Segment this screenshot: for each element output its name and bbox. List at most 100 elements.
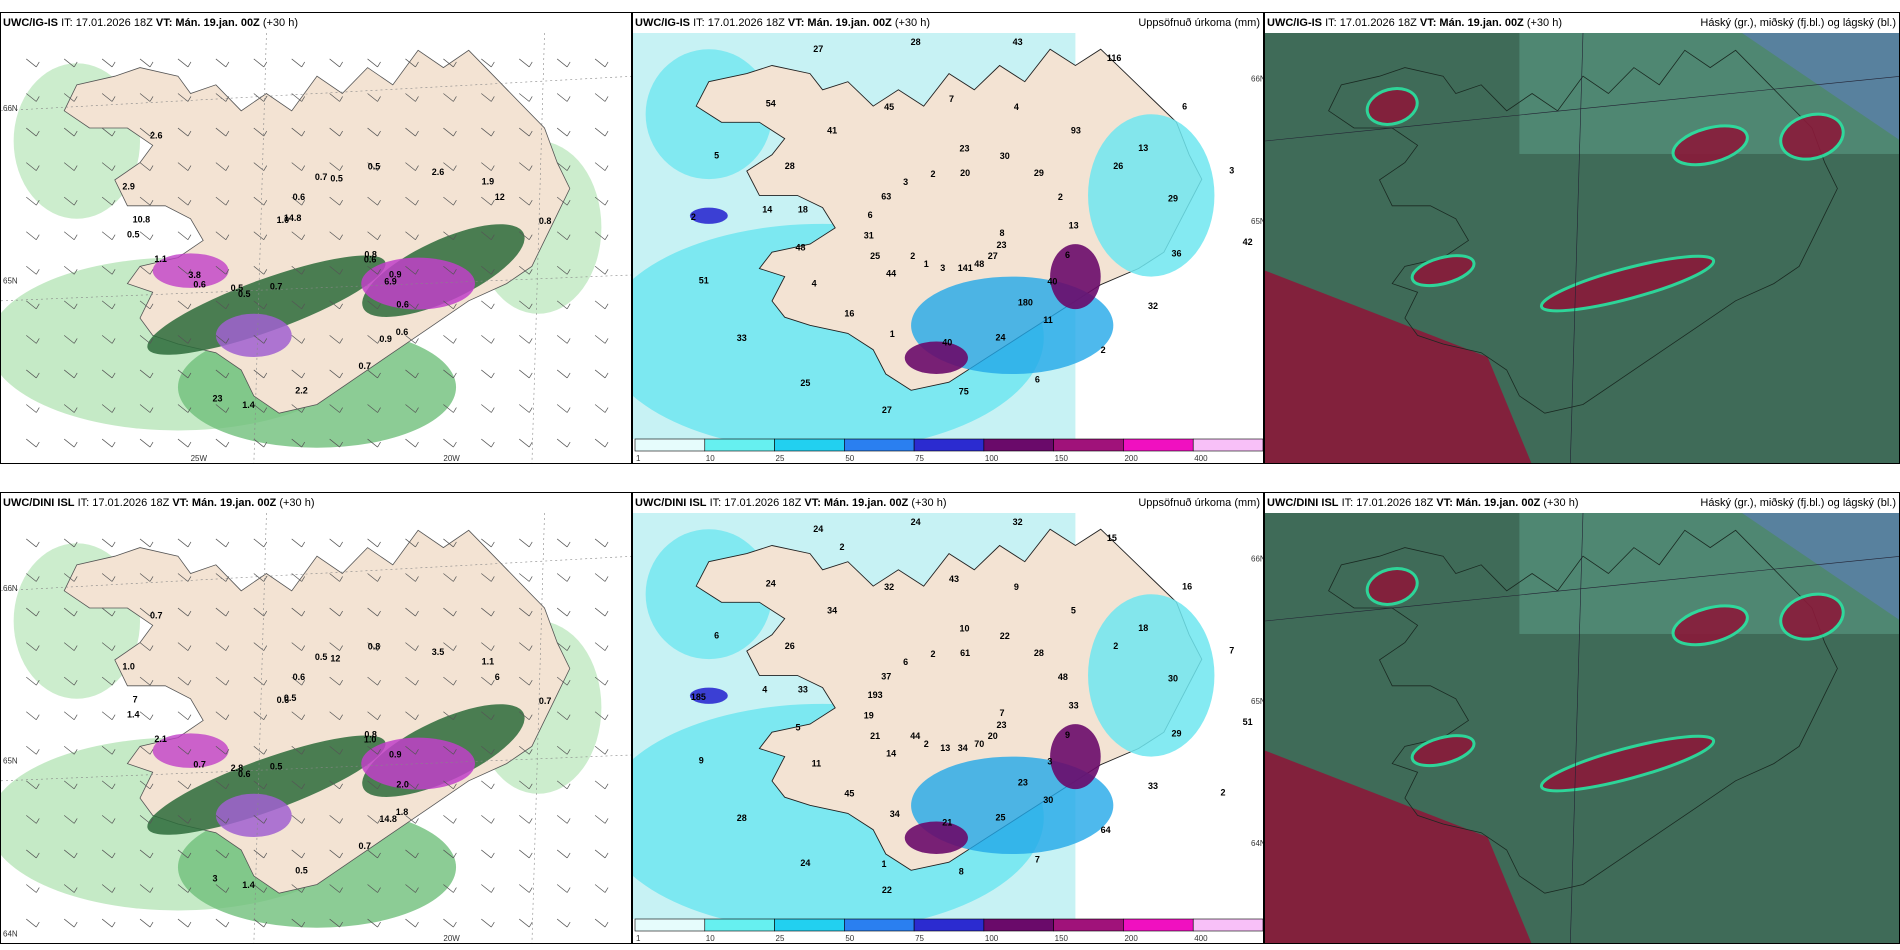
- wind-barb: [63, 573, 78, 582]
- precip-value-label: 0.6: [293, 672, 306, 682]
- precip-value-label: 14.8: [379, 814, 397, 824]
- precip-value-label: 1: [882, 859, 887, 869]
- wind-barb: [405, 746, 419, 755]
- precip-value-label: 193: [868, 690, 883, 700]
- wind-barb: [177, 884, 192, 893]
- precip-value-label: 37: [881, 671, 891, 681]
- precip-value-label: 24: [996, 332, 1006, 342]
- wind-barb: [519, 849, 533, 859]
- wind-barb: [329, 918, 343, 928]
- wind-barb: [367, 815, 381, 824]
- wind-barb: [26, 162, 40, 171]
- colorbar-swatch: [774, 918, 845, 932]
- precip-value-label: 180: [1018, 298, 1033, 308]
- wind-barb: [367, 711, 381, 720]
- wind-barb: [519, 573, 533, 582]
- iceland-landmass: [695, 528, 1203, 871]
- wind-barb: [253, 573, 268, 582]
- wind-barb: [63, 538, 78, 548]
- wind-barb: [556, 196, 571, 206]
- wind-barb: [63, 58, 78, 68]
- wind-barb: [177, 300, 192, 310]
- wind-barb: [215, 780, 230, 790]
- precip-value-label: 7: [133, 695, 138, 705]
- wind-barb: [519, 300, 533, 310]
- wind-barb: [405, 58, 419, 68]
- wind-barb: [215, 676, 230, 686]
- wind-barb: [367, 196, 381, 206]
- high-cloud-area: [1265, 270, 1532, 463]
- wind-precip-map: 0.8 0.5 0.7 0.6 0.5 1.9 1.4 1.0 0.9 0.6 0.5 0.7 2.9 0…: [1, 33, 631, 463]
- wind-barb: [594, 711, 609, 720]
- wind-barb: [63, 93, 78, 102]
- panel-subtitle: Uppsöfnuð úrkoma (mm): [1138, 17, 1260, 29]
- wind-barb: [215, 162, 230, 171]
- precip-value-label: 0.5: [284, 693, 297, 703]
- wind-barb: [291, 607, 306, 617]
- wind-barb: [253, 404, 268, 413]
- wind-barb: [405, 162, 419, 171]
- wind-barb: [443, 127, 457, 137]
- wind-barb: [101, 815, 116, 824]
- wind-barb: [101, 404, 116, 413]
- wind-barb: [101, 127, 116, 137]
- precip-value-label: 6: [495, 672, 500, 682]
- wind-barb: [519, 231, 533, 240]
- wind-barb: [519, 369, 533, 379]
- precip-value-label: 15: [1107, 533, 1117, 543]
- precip-value-label: 5: [714, 151, 719, 161]
- wind-barb: [329, 538, 343, 548]
- wind-barb: [101, 266, 116, 275]
- panel-subtitle: Uppsöfnuð úrkoma (mm): [1138, 497, 1260, 509]
- precip-value-label: 41: [827, 125, 837, 135]
- wind-barb: [519, 196, 533, 206]
- precip-value-label: 1.4: [127, 709, 140, 719]
- wind-barb: [177, 127, 192, 137]
- wind-barb: [253, 162, 268, 171]
- panel-igis-clouds: UWC/IG-IS IT: 17.01.2026 18Z VT: Mán. 19…: [1264, 12, 1900, 464]
- wind-barb: [291, 780, 306, 790]
- precip-value-label: 28: [1034, 648, 1044, 658]
- wind-barb: [594, 607, 609, 617]
- precip-value-label: 1.1: [482, 657, 495, 667]
- latitude-line: [1265, 556, 1899, 622]
- panel-title: UWC/DINI ISL IT: 17.01.2026 18Z VT: Mán.…: [1265, 493, 1899, 513]
- precip-value-label: 0.7: [193, 759, 206, 769]
- wind-barb: [291, 711, 306, 720]
- precip-value-label: 75: [959, 386, 969, 396]
- precip-value-label: 64: [1101, 825, 1111, 835]
- wind-barb: [101, 93, 116, 102]
- precip-value-label: 3.8: [188, 270, 201, 280]
- precip-value-label: 13: [940, 743, 950, 753]
- wind-barb: [26, 231, 40, 240]
- wind-barb: [594, 127, 609, 137]
- wind-barb: [139, 335, 154, 344]
- precip-value-label: 24: [813, 524, 823, 534]
- precip-value-label: 30: [1000, 151, 1010, 161]
- iceland-landmass: [695, 48, 1203, 391]
- wind-barb: [177, 538, 192, 548]
- precip-value-label: 2: [1058, 192, 1063, 202]
- precip-value-label: 23: [997, 240, 1007, 250]
- wind-barb: [443, 162, 457, 171]
- wind-barb: [519, 815, 533, 824]
- wind-barb: [26, 815, 40, 824]
- iceland-outline: [1328, 49, 1838, 414]
- wind-barb: [556, 918, 571, 928]
- wind-barb: [367, 266, 381, 275]
- wind-barb: [556, 746, 571, 755]
- wind-barb: [139, 127, 154, 137]
- panel-igis-accum: UWC/IG-IS IT: 17.01.2026 18Z VT: Mán. 19…: [632, 12, 1264, 464]
- precip-value-label: 30: [1168, 674, 1178, 684]
- precip-value-label: 13: [1138, 143, 1148, 153]
- wind-barb: [405, 300, 419, 310]
- convective-cloud-cell: [1365, 86, 1419, 126]
- convective-cloud-cell: [1671, 604, 1749, 647]
- precip-value-label: 18: [1138, 623, 1148, 633]
- wind-barb: [253, 918, 268, 928]
- precip-value-label: 33: [1069, 701, 1079, 711]
- precip-value-label: 2.6: [150, 131, 163, 141]
- colorbar-swatch: [1192, 918, 1263, 932]
- wind-barb: [481, 676, 495, 686]
- precip-value-label: 48: [1058, 672, 1068, 682]
